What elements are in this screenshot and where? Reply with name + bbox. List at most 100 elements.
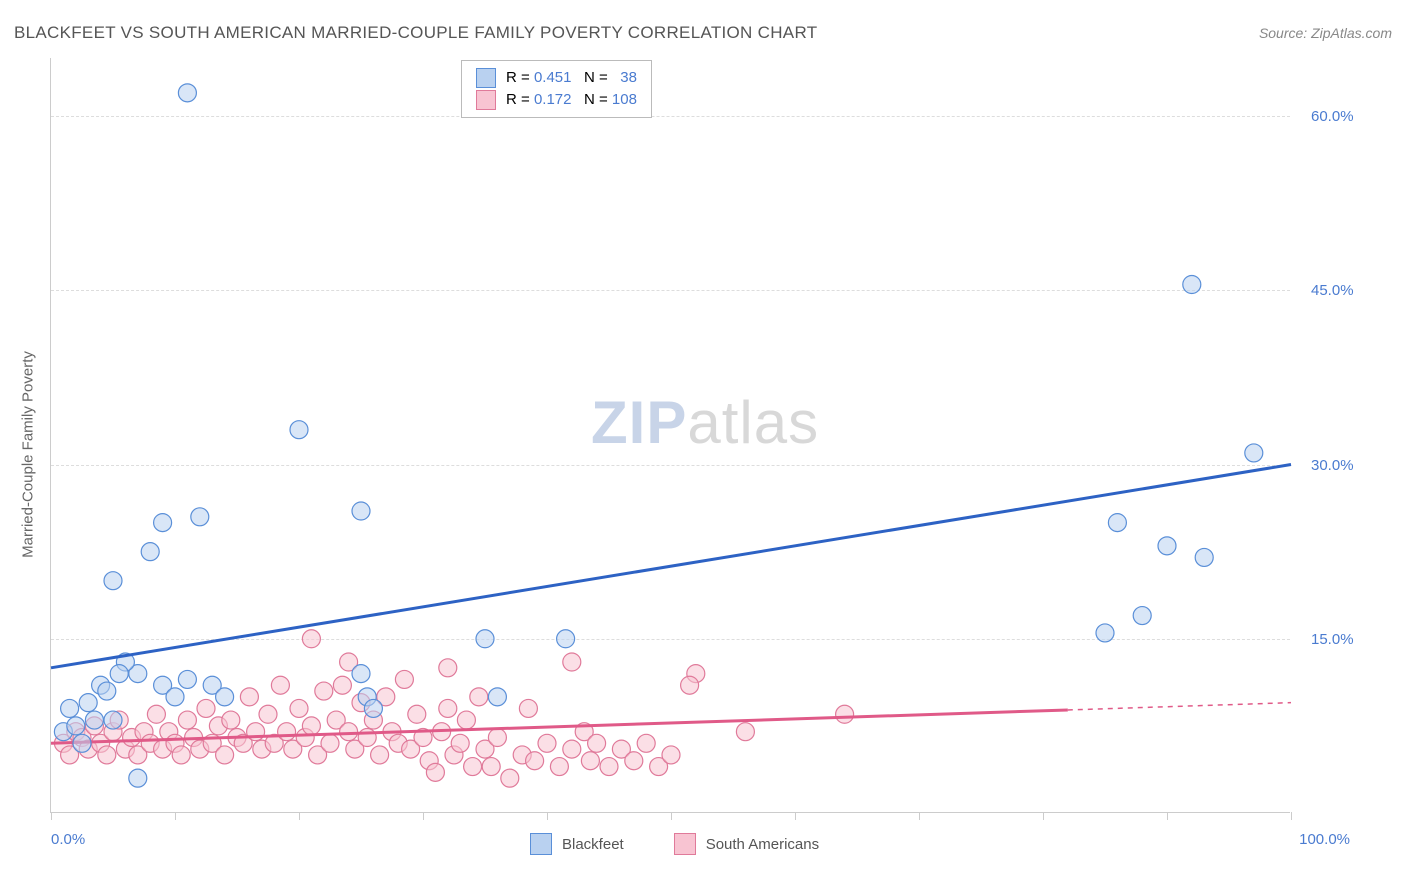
south_americans-point: [408, 705, 426, 723]
south_americans-point: [395, 670, 413, 688]
legend-n-1: 108: [612, 91, 637, 108]
south_americans-point: [588, 734, 606, 752]
south_americans-point: [340, 723, 358, 741]
x-tick: [423, 812, 424, 820]
south_americans-point: [662, 746, 680, 764]
blackfeet-point: [154, 514, 172, 532]
y-axis-label: Married-Couple Family Poverty: [20, 351, 37, 558]
source-label: Source: ZipAtlas.com: [1259, 25, 1392, 41]
blackfeet-point: [166, 688, 184, 706]
south_americans-point: [371, 746, 389, 764]
blackfeet-point: [1245, 444, 1263, 462]
blackfeet-point: [110, 665, 128, 683]
blackfeet-point: [61, 699, 79, 717]
blackfeet-point: [1133, 607, 1151, 625]
x-tick: [175, 812, 176, 820]
blackfeet-point: [67, 717, 85, 735]
south_americans-point: [321, 734, 339, 752]
blackfeet-point: [85, 711, 103, 729]
y-tick-label: 60.0%: [1311, 108, 1354, 125]
chart-title: BLACKFEET VS SOUTH AMERICAN MARRIED-COUP…: [14, 23, 817, 43]
south_americans-point: [470, 688, 488, 706]
x-tick: [671, 812, 672, 820]
south_americans-point: [600, 758, 618, 776]
south_americans-point: [563, 653, 581, 671]
south_americans-point: [222, 711, 240, 729]
south_americans-point: [681, 676, 699, 694]
blackfeet-point: [1158, 537, 1176, 555]
south_americans-point: [271, 676, 289, 694]
blackfeet-point: [141, 543, 159, 561]
blackfeet-point: [129, 769, 147, 787]
x-tick: [547, 812, 548, 820]
south_americans-point: [625, 752, 643, 770]
blackfeet-point: [557, 630, 575, 648]
south_americans-point: [519, 699, 537, 717]
blackfeet-point: [1096, 624, 1114, 642]
south_americans-point: [178, 711, 196, 729]
blackfeet-point: [476, 630, 494, 648]
swatch-blue-icon: [476, 68, 496, 88]
south_americans-point: [563, 740, 581, 758]
x-tick: [795, 812, 796, 820]
south_americans-point: [581, 752, 599, 770]
y-tick-label: 30.0%: [1311, 457, 1354, 474]
legend-n-0: 38: [620, 69, 637, 86]
blackfeet-point: [352, 502, 370, 520]
south_americans-point: [240, 688, 258, 706]
y-tick-label: 45.0%: [1311, 282, 1354, 299]
y-tick-label: 15.0%: [1311, 631, 1354, 648]
south_americans-point: [637, 734, 655, 752]
legend-r-label-1: R = 0.172 N = 108: [506, 89, 637, 111]
swatch-pink-icon: [674, 833, 696, 855]
blackfeet-point: [488, 688, 506, 706]
legend-bottom-label-1: South Americans: [706, 836, 819, 853]
south_americans-point: [98, 746, 116, 764]
south_americans-point: [147, 705, 165, 723]
blackfeet-point: [178, 670, 196, 688]
header: BLACKFEET VS SOUTH AMERICAN MARRIED-COUP…: [14, 18, 1392, 48]
x-tick: [1291, 812, 1292, 820]
south_americans-point: [439, 699, 457, 717]
swatch-blue-icon: [530, 833, 552, 855]
swatch-pink-icon: [476, 90, 496, 110]
legend-bottom: Blackfeet South Americans: [530, 833, 819, 855]
south_americans-point: [197, 699, 215, 717]
x-tick: [919, 812, 920, 820]
legend-r-1: 0.172: [534, 91, 572, 108]
south_americans-point: [216, 746, 234, 764]
south_americans-point: [302, 717, 320, 735]
legend-top: R = 0.451 N = 38 R = 0.172 N = 108: [461, 60, 652, 118]
legend-top-row-1: R = 0.172 N = 108: [476, 89, 637, 111]
south_americans-point: [278, 723, 296, 741]
south_americans-point: [172, 746, 190, 764]
south_americans-trend-dashed: [1068, 703, 1291, 710]
south_americans-point: [550, 758, 568, 776]
south_americans-point: [315, 682, 333, 700]
blackfeet-point: [1108, 514, 1126, 532]
south_americans-point: [333, 676, 351, 694]
south_americans-point: [501, 769, 519, 787]
chart-container: BLACKFEET VS SOUTH AMERICAN MARRIED-COUP…: [0, 0, 1406, 892]
south_americans-point: [538, 734, 556, 752]
blackfeet-point: [104, 572, 122, 590]
south_americans-point: [358, 729, 376, 747]
blackfeet-point: [79, 694, 97, 712]
x-tick: [51, 812, 52, 820]
blackfeet-point: [104, 711, 122, 729]
blackfeet-point: [98, 682, 116, 700]
x-tick: [1043, 812, 1044, 820]
blackfeet-point: [352, 665, 370, 683]
south_americans-point: [488, 729, 506, 747]
south_americans-point: [290, 699, 308, 717]
blackfeet-point: [364, 699, 382, 717]
south_americans-point: [439, 659, 457, 677]
blackfeet-point: [191, 508, 209, 526]
legend-bottom-label-0: Blackfeet: [562, 836, 624, 853]
plot-svg: [51, 58, 1290, 812]
blackfeet-point: [290, 421, 308, 439]
south_americans-point: [259, 705, 277, 723]
blackfeet-point: [1183, 276, 1201, 294]
plot-area: ZIPatlas R = 0.451 N = 38 R = 0.172 N = …: [50, 58, 1290, 813]
x-tick: [1167, 812, 1168, 820]
